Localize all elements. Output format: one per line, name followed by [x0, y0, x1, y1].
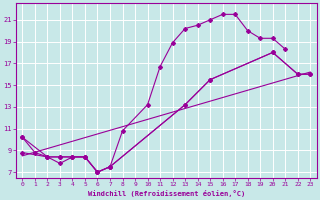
X-axis label: Windchill (Refroidissement éolien,°C): Windchill (Refroidissement éolien,°C) [88, 190, 245, 197]
